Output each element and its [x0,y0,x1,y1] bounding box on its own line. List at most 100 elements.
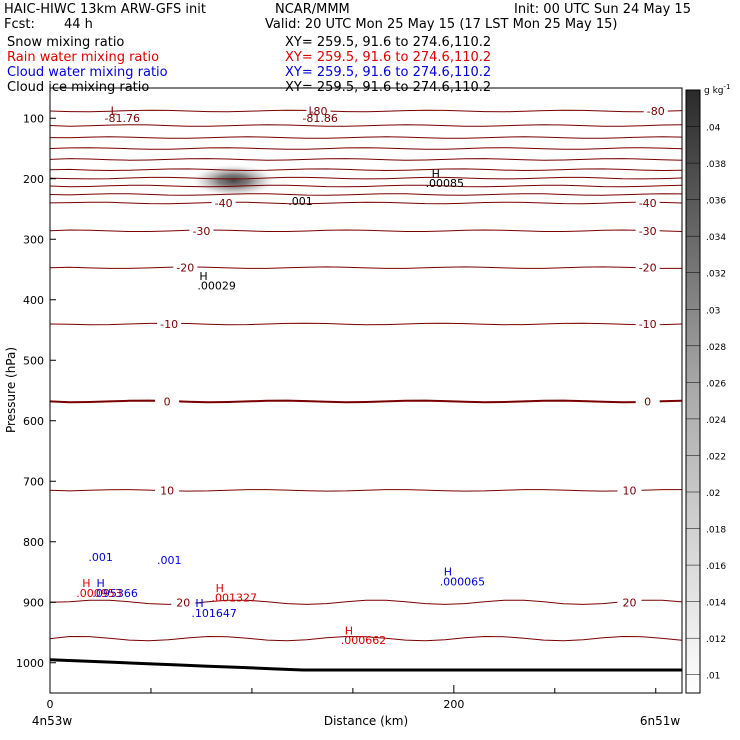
isotherm-line [50,109,682,113]
isotherm-label: 20 [176,596,190,609]
isotherm-label: -30 [192,225,210,238]
isotherm-label: -40 [639,197,657,210]
isotherm-line [50,322,682,326]
isotherm-line [50,266,682,269]
colorbar-unit: g kg-1 [704,83,730,96]
isotherm-line [50,201,682,205]
org-label: NCAR/MMM [275,2,350,17]
value-label: .00085 [426,177,465,190]
colorbar-tick-label: .04 [706,124,721,134]
max-marker: H [345,624,353,637]
isotherm-line [50,599,682,605]
isotherm-label: 20 [623,596,637,609]
colorbar [685,89,701,694]
isotherm-label: -40 [215,197,233,210]
isotherm-label-bg [173,261,198,274]
init-time: Init: 00 UTC Sun 24 May 15 [514,2,691,17]
colorbar-tick-label: .022 [706,452,726,462]
isotherm-label-bg [635,261,660,274]
isotherm-label-bg [155,484,180,497]
isotherm-line [50,147,682,150]
max-marker: H [199,270,207,283]
isotherm-line [50,124,682,127]
colorbar-tick-label: .024 [706,416,726,426]
colorbar-unit-exponent: -1 [724,83,731,91]
colorbar-tick-label: .032 [706,270,726,280]
isotherm-line [50,168,682,172]
field-xy-cloud-water: XY= 259.5, 91.6 to 274.6,110.2 [285,65,492,80]
isotherm-line [50,635,682,642]
isotherm-label-bg [306,104,331,117]
y-tick-label: 200 [23,173,44,186]
y-tick-label: 1000 [16,657,44,670]
max-marker: H [96,577,104,590]
y-tick-label: 800 [23,536,44,549]
isotherm-label: -20 [176,262,194,275]
field-name-rain: Rain water mixing ratio [7,50,160,65]
value-label: .000662 [341,634,387,647]
colorbar-tick-label: .038 [706,160,726,170]
colorbar-tick-label: .014 [706,599,726,609]
colorbar-tick-label: .03 [706,306,720,316]
colorbar-tick-label: .016 [706,562,726,572]
min-marker: L [308,105,315,118]
isotherm-line [50,184,682,188]
y-tick-label: 600 [23,415,44,428]
isotherm-line [50,489,682,492]
isotherm-line [50,158,682,161]
x-end-location: 6n51w [640,714,681,728]
isotherm-label: -80 [310,105,328,118]
isotherm-label: 0 [164,395,171,408]
isotherm-line [50,193,682,196]
value-label: .001 [288,195,313,208]
value-label: .001 [157,554,182,567]
isotherm-label: -10 [160,318,178,331]
isotherm-label: 0 [644,395,651,408]
isotherm-label-bg [635,196,660,209]
isotherm-label: -80 [647,105,665,118]
isotherm-label: 10 [623,484,637,497]
isotherm-label-bg [643,104,668,117]
colorbar-tick-label: .026 [706,379,726,389]
max-marker: H [82,577,90,590]
isotherm-label-bg [171,596,196,609]
value-label: -81.76 [105,112,140,125]
isotherm-line [50,399,682,404]
isotherm-label-bg [635,224,660,237]
isotherm-line [50,136,682,139]
isotherm-label-bg [635,317,660,330]
isotherm-line [50,229,682,232]
field-xy-snow: XY= 259.5, 91.6 to 274.6,110.2 [285,35,492,50]
colorbar-tick-label: .034 [706,233,726,243]
isotherm-label-bg [211,196,236,209]
value-label: .001 [88,551,113,564]
colorbar-tick-label: .012 [706,635,726,645]
terrain-line [50,658,682,672]
colorbar-tick-label: .01 [706,672,720,682]
isotherm-label: 10 [160,484,174,497]
isotherm-label: -20 [639,262,657,275]
y-tick-label: 700 [23,475,44,488]
isotherm-label-bg [189,224,214,237]
colorbar-unit-label: g kg [704,86,724,96]
value-label: .095366 [92,587,138,600]
value-label: -81.86 [302,112,337,125]
field-xy-rain: XY= 259.5, 91.6 to 274.6,110.2 [285,50,492,65]
isotherm-line [50,176,682,180]
isotherm-label: -10 [639,318,657,331]
y-tick-label: 100 [23,112,44,125]
value-label: .101647 [191,607,237,620]
min-marker: L [111,105,118,118]
y-tick-label: 400 [23,294,44,307]
field-name-snow: Snow mixing ratio [7,35,125,50]
field-name-cloud-water: Cloud water mixing ratio [7,65,168,80]
value-label: .000065 [440,575,486,588]
valid-time: Valid: 20 UTC Mon 25 May 15 (17 LST Mon … [265,17,618,32]
y-tick-label: 900 [23,596,44,609]
x-axis-title: Distance (km) [324,714,408,728]
colorbar-tick-label: .02 [706,489,720,499]
colorbar-tick-label: .018 [706,526,726,536]
colorbar-tick-label: .028 [706,343,726,353]
value-label: .001327 [212,592,258,605]
max-marker: H [444,566,452,579]
